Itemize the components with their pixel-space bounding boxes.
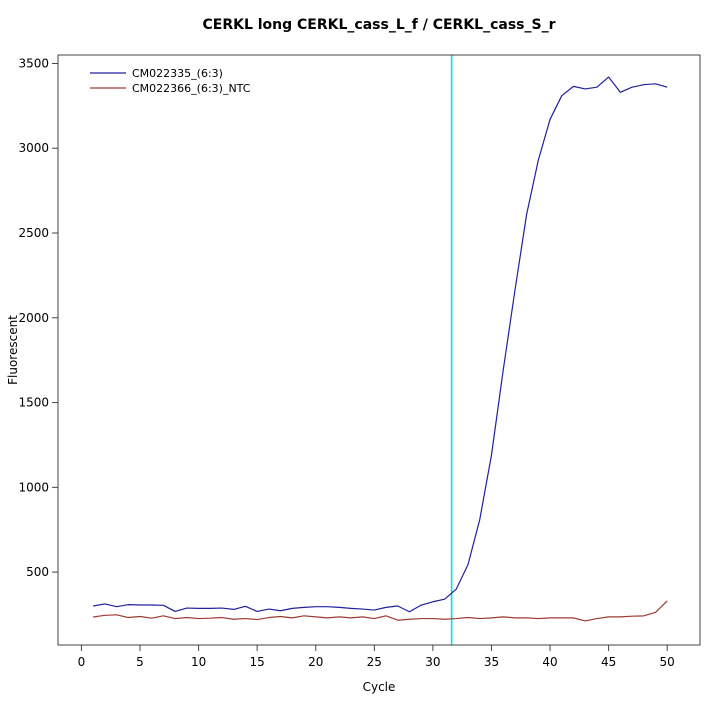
series-line-1 (93, 600, 668, 622)
y-tick-label: 1500 (18, 396, 49, 410)
x-tick-label: 0 (78, 655, 86, 669)
x-tick-label: 15 (250, 655, 265, 669)
x-tick-label: 45 (601, 655, 616, 669)
x-tick-label: 20 (308, 655, 323, 669)
x-tick-label: 35 (484, 655, 499, 669)
y-tick-label: 3000 (18, 141, 49, 155)
y-tick-label: 2500 (18, 226, 49, 240)
x-tick-label: 10 (191, 655, 206, 669)
x-tick-label: 30 (425, 655, 440, 669)
x-tick-label: 40 (542, 655, 557, 669)
x-tick-label: 50 (660, 655, 675, 669)
y-tick-label: 2000 (18, 311, 49, 325)
legend-label-1: CM022366_(6:3)_NTC (132, 82, 251, 95)
x-tick-label: 5 (136, 655, 144, 669)
y-tick-label: 3500 (18, 56, 49, 70)
y-tick-label: 500 (26, 565, 49, 579)
y-axis-label: Fluorescent (6, 315, 20, 385)
series-line-0 (93, 76, 668, 613)
legend-label-0: CM022335_(6:3) (132, 67, 223, 80)
x-axis-label: Cycle (363, 680, 396, 694)
plot-border (57, 54, 701, 646)
x-tick-label: 25 (367, 655, 382, 669)
y-tick-label: 1000 (18, 480, 49, 494)
chart-title: CERKL long CERKL_cass_L_f / CERKL_cass_S… (202, 17, 555, 33)
